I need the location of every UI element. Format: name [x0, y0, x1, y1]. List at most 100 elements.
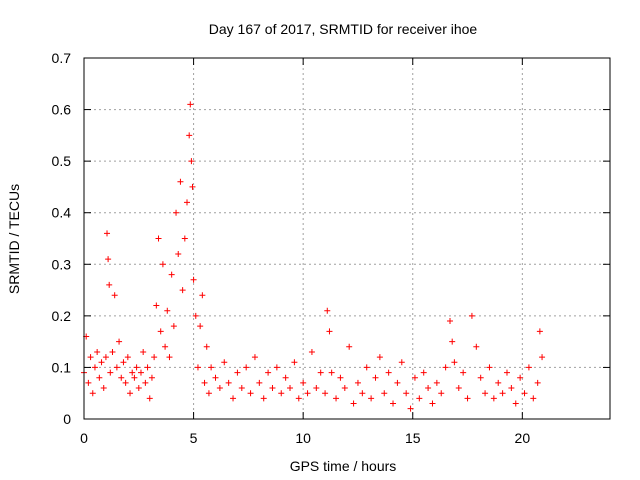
- data-point: [442, 364, 449, 371]
- data-point: [354, 379, 361, 386]
- data-point: [122, 379, 129, 386]
- data-point: [85, 379, 92, 386]
- data-point: [131, 374, 138, 381]
- data-point: [256, 379, 263, 386]
- data-point: [113, 364, 120, 371]
- data-point: [192, 312, 199, 319]
- data-point: [425, 385, 432, 392]
- data-point: [486, 364, 493, 371]
- data-point: [308, 348, 315, 355]
- axis-ticks: 0 0.1 0.2 0.3 0.4 0.5 0.6 0.7 0 5 10 15 20: [52, 50, 610, 446]
- data-point: [199, 292, 206, 299]
- x-axis-label: GPS time / hours: [290, 458, 397, 474]
- data-point: [495, 379, 502, 386]
- data-point: [188, 158, 195, 165]
- data-point: [225, 379, 232, 386]
- data-point: [376, 354, 383, 361]
- data-point: [313, 385, 320, 392]
- data-point: [438, 390, 445, 397]
- x-tick-label: 15: [405, 430, 421, 446]
- grid-lines: [84, 58, 610, 419]
- data-point: [107, 369, 114, 376]
- x-tick-label: 0: [80, 430, 88, 446]
- data-point: [403, 390, 410, 397]
- x-tick-label: 20: [515, 430, 531, 446]
- y-tick-label: 0.7: [52, 50, 72, 66]
- data-point: [322, 390, 329, 397]
- data-point: [162, 343, 169, 350]
- data-point: [203, 343, 210, 350]
- data-point: [394, 379, 401, 386]
- data-point: [187, 101, 194, 108]
- data-point: [243, 364, 250, 371]
- data-point: [490, 395, 497, 402]
- data-point: [216, 385, 223, 392]
- data-point: [341, 385, 348, 392]
- data-point: [468, 312, 475, 319]
- data-point: [184, 199, 191, 206]
- y-tick-label: 0.2: [52, 308, 72, 324]
- data-point: [525, 364, 532, 371]
- data-point: [337, 374, 344, 381]
- data-point: [265, 369, 272, 376]
- data-point: [326, 328, 333, 335]
- data-point: [208, 364, 215, 371]
- data-point: [269, 385, 276, 392]
- data-points: [81, 101, 546, 412]
- data-point: [96, 374, 103, 381]
- y-tick-label: 0.1: [52, 359, 72, 375]
- data-point: [142, 379, 149, 386]
- data-point: [87, 354, 94, 361]
- data-point: [291, 359, 298, 366]
- data-point: [304, 390, 311, 397]
- data-point: [170, 323, 177, 330]
- data-point: [98, 359, 105, 366]
- data-point: [381, 390, 388, 397]
- data-point: [144, 364, 151, 371]
- data-point: [503, 369, 510, 376]
- data-point: [350, 400, 357, 407]
- chart-title: Day 167 of 2017, SRMTID for receiver iho…: [209, 21, 478, 37]
- data-point: [137, 369, 144, 376]
- data-point: [201, 379, 208, 386]
- data-point: [368, 395, 375, 402]
- data-point: [451, 359, 458, 366]
- data-point: [234, 369, 241, 376]
- data-point: [328, 369, 335, 376]
- data-point: [89, 390, 96, 397]
- data-point: [251, 354, 258, 361]
- data-point: [385, 369, 392, 376]
- data-point: [477, 374, 484, 381]
- data-point: [151, 354, 158, 361]
- data-point: [536, 328, 543, 335]
- data-point: [175, 250, 182, 257]
- data-point: [512, 400, 519, 407]
- x-tick-label: 5: [190, 430, 198, 446]
- data-point: [300, 379, 307, 386]
- data-point: [129, 369, 136, 376]
- data-point: [104, 230, 111, 237]
- y-tick-label: 0: [63, 411, 71, 427]
- data-point: [260, 395, 267, 402]
- data-point: [521, 390, 528, 397]
- data-point: [390, 400, 397, 407]
- data-point: [460, 369, 467, 376]
- data-point: [420, 369, 427, 376]
- data-point: [411, 374, 418, 381]
- data-point: [534, 379, 541, 386]
- data-point: [120, 359, 127, 366]
- data-point: [247, 390, 254, 397]
- data-point: [94, 348, 101, 355]
- data-point: [205, 390, 212, 397]
- data-point: [278, 390, 285, 397]
- data-point: [100, 385, 107, 392]
- data-point: [159, 261, 166, 268]
- data-point: [135, 385, 142, 392]
- data-point: [102, 354, 109, 361]
- data-point: [186, 132, 193, 139]
- data-point: [273, 364, 280, 371]
- y-tick-label: 0.5: [52, 153, 72, 169]
- data-point: [363, 364, 370, 371]
- data-point: [146, 395, 153, 402]
